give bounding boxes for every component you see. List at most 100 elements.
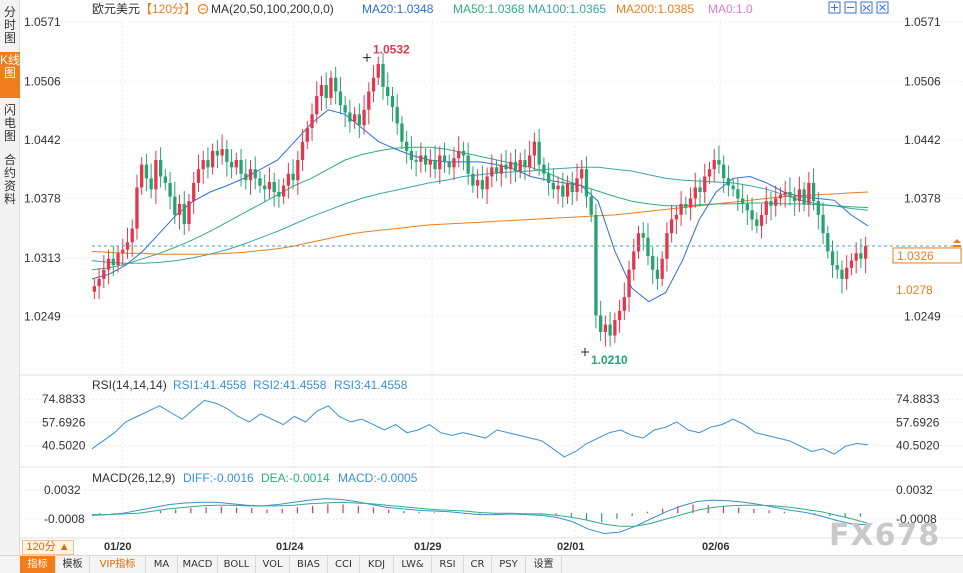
candle-body (310, 114, 314, 129)
candle-body (551, 182, 555, 190)
rsi-line (91, 399, 869, 458)
indicator-tab-cr[interactable]: CR (464, 556, 492, 573)
period-selector[interactable]: 120分 ▲ (22, 540, 74, 555)
candle-body (584, 169, 589, 197)
indicator-tab-ma[interactable]: MA (146, 556, 178, 573)
tab-kline[interactable]: K线图 (0, 52, 20, 98)
rsi-tick-right: 40.5020 (896, 438, 940, 452)
candle-body (414, 160, 418, 162)
candle-body (438, 155, 442, 170)
candle-body (263, 185, 267, 190)
date-tick: 01/24 (276, 541, 304, 553)
period-label: 【120分】 (140, 2, 196, 16)
price-tick-left: 1.0442 (24, 133, 61, 147)
candle-body (334, 77, 338, 92)
candle-body (149, 178, 153, 190)
candle-body (565, 182, 570, 197)
chart-svg[interactable]: 欧元美元 【120分】 MA(20,50,100,200,0,0) MA20:1… (20, 0, 963, 555)
candle-body (168, 182, 172, 197)
candle-body (679, 203, 683, 215)
candle-body (845, 267, 849, 279)
candle-body (641, 233, 645, 238)
candle-body (684, 203, 688, 208)
tab-contract-info[interactable]: 合约资料 (3, 153, 16, 206)
settings-circle-icon[interactable] (197, 3, 209, 15)
indicator-tab-lw[interactable]: LW& (394, 556, 432, 573)
fullscreen-icon[interactable] (828, 1, 841, 14)
candle-body (632, 251, 636, 270)
candle-body (712, 160, 716, 170)
indicator-tab-rsi[interactable]: RSI (432, 556, 464, 573)
current-price-arrow-icon (953, 238, 961, 247)
rsi-panel: RSI(14,14,14) RSI1:41.4558 RSI2:41.4558 … (20, 374, 963, 458)
indicator-tab-bias[interactable]: BIAS (290, 556, 328, 573)
candle-body (433, 160, 437, 170)
indicator-tab-cci[interactable]: CCI (328, 556, 360, 573)
candle-body (371, 77, 376, 92)
rsi3-value: RSI3:41.4558 (334, 378, 408, 392)
indicator-tab-macd[interactable]: MACD (178, 556, 218, 573)
candle-body (154, 160, 158, 190)
ma20-value: MA20:1.0348 (362, 2, 434, 16)
candle-body (106, 258, 111, 270)
candle-body (783, 192, 787, 195)
candle-body (688, 198, 693, 208)
view-mode-sidebar: 分时图 K线图 闪电图 合约资料 (0, 0, 20, 573)
macd-dea-line (92, 501, 869, 527)
rsi-tick-right: 57.6926 (896, 415, 940, 429)
candle-body (674, 214, 679, 220)
macd-dea-value: DEA:-0.0014 (261, 471, 330, 485)
indicator-tab-psy[interactable]: PSY (492, 556, 526, 573)
macd-params-label: MACD(26,12,9) (92, 471, 175, 485)
candle-body (381, 64, 385, 87)
date-axis: 01/20 01/24 01/29 02/01 02/06 (20, 537, 963, 553)
tab-flash-chart[interactable]: 闪电图 (3, 103, 16, 143)
indicator-tab-[interactable]: 设置 (526, 556, 562, 573)
candle-body (348, 112, 352, 122)
indicator-tab-[interactable]: 指标 (20, 556, 56, 573)
candle-body (461, 150, 466, 156)
candle-body (182, 203, 186, 225)
high-price-label: 1.0532 (373, 43, 410, 57)
indicator-tab-vip[interactable]: VIP指标 (90, 556, 146, 573)
candle-body (826, 233, 830, 252)
macd-histogram (99, 504, 861, 522)
candle-body (234, 160, 238, 168)
candle-body (802, 189, 806, 204)
candle-body (513, 161, 518, 172)
candle-body (807, 182, 811, 204)
watermark-logo: FX678 (829, 518, 941, 553)
candle-body (357, 114, 361, 126)
current-price-tag: 1.0326 (892, 238, 962, 264)
price-tick-left: 1.0571 (24, 15, 61, 29)
candle-body (102, 269, 106, 279)
candle-body (376, 64, 380, 78)
ma-params-label: MA(20,50,100,200,0,0) (211, 2, 334, 16)
candle-body (722, 164, 726, 179)
candle-body (717, 160, 721, 165)
candle-body (244, 173, 248, 181)
candle-body (769, 201, 773, 206)
candle-body (665, 233, 669, 259)
rsi-tick-right: 74.8833 (896, 392, 940, 406)
candle-body (253, 169, 257, 179)
indicator-tab-vol[interactable]: VOL (256, 556, 290, 573)
close-icon[interactable] (876, 1, 889, 14)
candle-body (258, 178, 262, 186)
expand-icon[interactable] (860, 1, 873, 14)
candle-body (608, 324, 612, 336)
candle-body (419, 155, 423, 162)
candle-body (471, 173, 475, 186)
minus-icon[interactable] (844, 1, 857, 14)
candle-body (480, 180, 485, 190)
candle-body (400, 123, 404, 142)
tab-timeshare[interactable]: 分时图 (3, 5, 16, 45)
kline-chart-area[interactable]: 欧元美元 【120分】 MA(20,50,100,200,0,0) MA20:1… (20, 0, 963, 555)
ma100-value: MA100:1.0365 (528, 2, 606, 16)
indicator-tab-kdj[interactable]: KDJ (360, 556, 394, 573)
indicator-tab-boll[interactable]: BOLL (218, 556, 256, 573)
indicator-tab-[interactable]: 模板 (56, 556, 90, 573)
candle-body (518, 160, 522, 172)
candle-body (821, 214, 825, 234)
candle-body (111, 258, 115, 266)
